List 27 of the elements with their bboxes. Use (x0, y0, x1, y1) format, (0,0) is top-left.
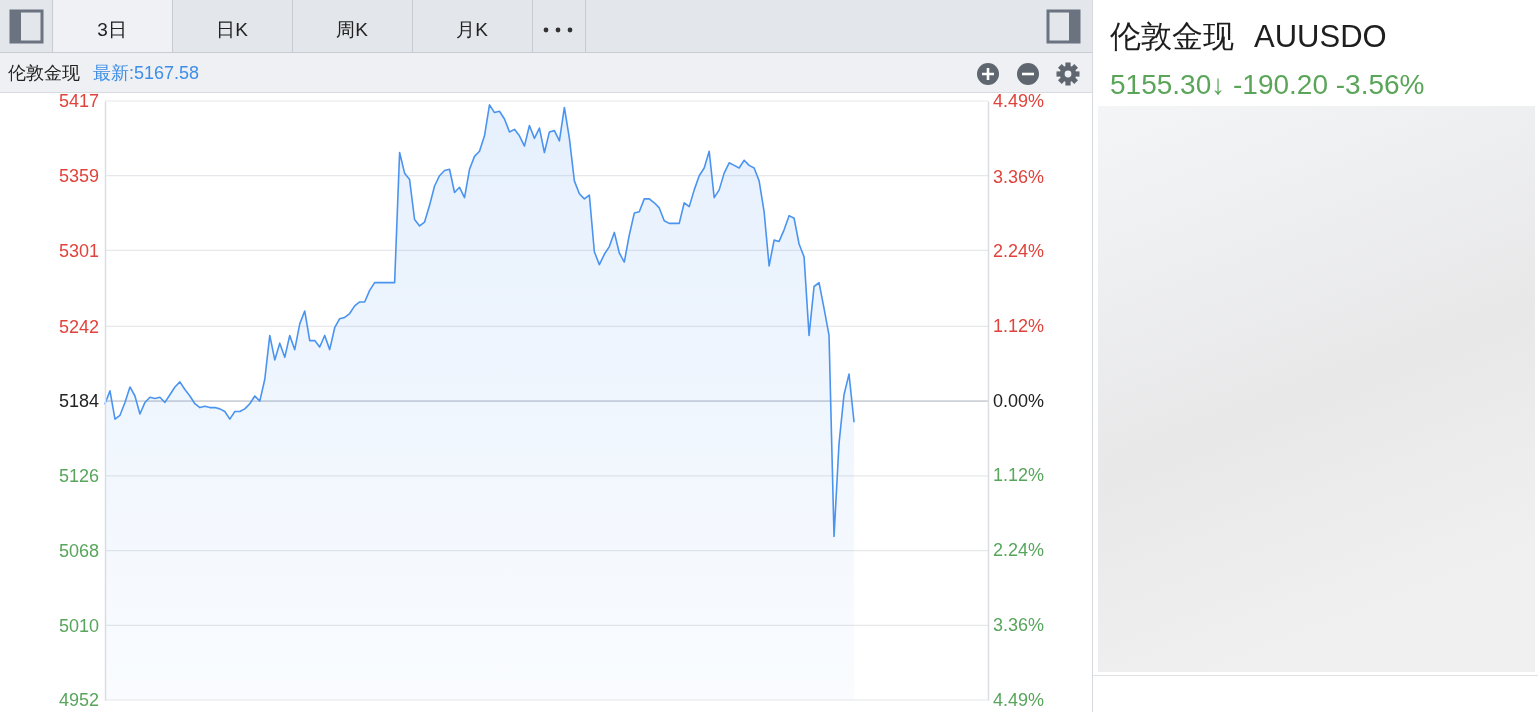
y-tick-label: 5242 (58, 316, 99, 337)
y2-tick-label: 3.36% (993, 166, 1045, 187)
y-tick-label: 5301 (58, 240, 99, 261)
y-tick-label: 4952 (58, 690, 99, 711)
text: 5155.30↓ -190.20 -3.56% (1110, 69, 1425, 100)
y2-tick-label: 2.24% (993, 241, 1045, 262)
y-tick-label: 5417 (58, 91, 99, 112)
text: 伦敦金现 (1110, 19, 1234, 54)
y2-tick-label: 1.12% (993, 465, 1045, 486)
y-tick-label: 5184 (58, 391, 99, 412)
text: 周K (336, 19, 369, 40)
y2-tick-label: 0.00% (993, 390, 1045, 411)
y2-tick-label: 3.36% (993, 614, 1045, 635)
text: AUUSDO (1254, 19, 1387, 54)
chart-subtitle: 最新:5167.58 (93, 63, 200, 83)
y2-tick-label: 2.24% (993, 540, 1045, 561)
text: 日K (216, 19, 249, 40)
y-tick-label: 5126 (58, 466, 99, 487)
text: 3日 (97, 19, 127, 40)
y2-tick-label: 1.12% (993, 316, 1045, 337)
y-tick-label: 5010 (58, 615, 99, 636)
y-tick-label: 5359 (58, 165, 99, 186)
y-tick-label: 5068 (58, 540, 99, 561)
text: 月K (456, 19, 489, 40)
chart-title: 伦敦金现 (8, 63, 80, 83)
y2-tick-label: 4.49% (993, 91, 1045, 112)
y2-tick-label: 4.49% (993, 690, 1045, 711)
